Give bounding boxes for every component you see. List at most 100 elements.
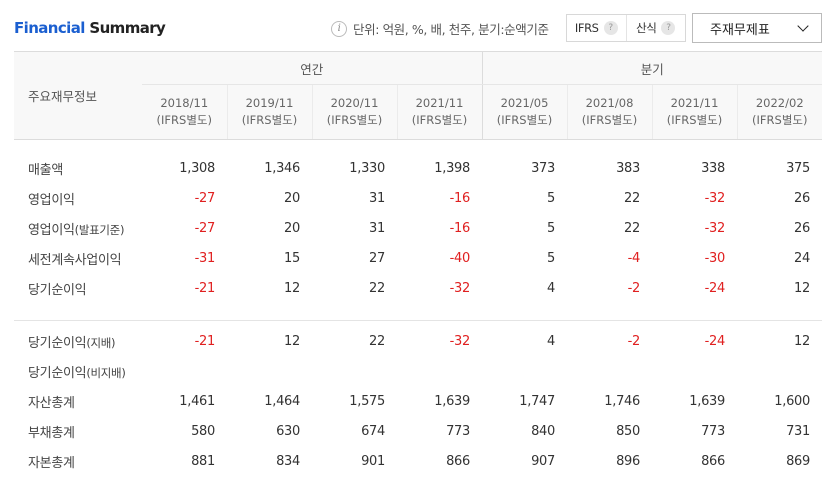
table-row: 당기순이익(지배) -21 12 22 -32 4 -2 -24 12 bbox=[14, 321, 822, 357]
period-date: 2018/11 bbox=[160, 96, 209, 110]
row-label-sub: (비지배) bbox=[86, 366, 126, 380]
period-basis: (IFRS별도) bbox=[496, 113, 553, 127]
row-label: 영업이익(발표기준) bbox=[14, 214, 142, 244]
value-cell: 27 bbox=[369, 251, 385, 266]
period-basis: (IFRS별도) bbox=[411, 113, 468, 127]
value-cell: 12 bbox=[794, 281, 810, 296]
table-row: 자본총계 881 834 901 866 907 896 866 869 bbox=[14, 447, 822, 477]
period-date: 2021/11 bbox=[415, 96, 464, 110]
period-basis: (IFRS별도) bbox=[581, 113, 638, 127]
period-header: 2021/11 (IFRS별도) bbox=[651, 84, 737, 140]
value-cell bbox=[142, 357, 227, 387]
value-cell: 866 bbox=[446, 454, 470, 469]
value-cell: 1,398 bbox=[434, 161, 470, 176]
period-header: 2021/05 (IFRS별도) bbox=[481, 84, 567, 140]
value-cell: -2 bbox=[627, 281, 641, 296]
chevron-down-icon bbox=[797, 20, 809, 32]
value-cell: 840 bbox=[531, 424, 555, 439]
value-cell bbox=[652, 357, 737, 387]
value-cell: 338 bbox=[701, 161, 725, 176]
value-cell: -27 bbox=[194, 221, 216, 236]
ifrs-label: IFRS bbox=[574, 21, 599, 35]
period-basis: (IFRS별도) bbox=[752, 113, 808, 127]
value-cell: -24 bbox=[704, 334, 726, 350]
value-cell: 1,747 bbox=[519, 394, 555, 409]
value-cell: -32 bbox=[704, 191, 726, 206]
value-cell: -4 bbox=[627, 251, 641, 266]
row-label-main: 영업이익 bbox=[28, 193, 75, 208]
value-cell: 630 bbox=[276, 424, 300, 439]
value-cell: 1,575 bbox=[349, 394, 385, 409]
title-summary: Summary bbox=[89, 19, 166, 37]
value-cell: -40 bbox=[449, 251, 471, 266]
value-cell: 12 bbox=[284, 334, 300, 350]
value-cell: 5 bbox=[547, 191, 555, 206]
row-label-main: 부채총계 bbox=[28, 426, 75, 441]
value-cell: -27 bbox=[194, 191, 216, 206]
value-cell: 580 bbox=[191, 424, 215, 439]
value-cell: 1,330 bbox=[349, 161, 385, 176]
value-cell: 22 bbox=[369, 281, 385, 296]
table-row: 당기순이익 -21 12 22 -32 4 -2 -24 12 bbox=[14, 274, 822, 304]
period-header: 2021/11 (IFRS별도) bbox=[396, 84, 483, 140]
table-row: 영업이익 -27 20 31 -16 5 22 -32 26 bbox=[14, 184, 822, 214]
ifrs-help-icon[interactable]: ? bbox=[603, 21, 618, 35]
view-toggle: IFRS ? 산식 ? bbox=[566, 14, 686, 42]
value-cell: 1,746 bbox=[604, 394, 640, 409]
table-row: 당기순이익(비지배) bbox=[14, 357, 822, 387]
unit-text: 단위: 억원, %, 배, 천주, 분기:순액기준 bbox=[353, 22, 549, 37]
row-label-main: 자본총계 bbox=[28, 456, 75, 471]
value-cell: 4 bbox=[547, 334, 555, 350]
formula-option[interactable]: 산식 ? bbox=[625, 15, 686, 41]
row-label-main: 세전계속사업이익 bbox=[28, 253, 122, 268]
row-label: 당기순이익 bbox=[14, 274, 142, 304]
value-cell: 869 bbox=[786, 454, 810, 469]
value-cell: 4 bbox=[547, 281, 555, 296]
value-cell: 850 bbox=[616, 424, 640, 439]
annual-group-header: 연간 bbox=[142, 51, 483, 85]
value-cell: 773 bbox=[446, 424, 470, 439]
row-label-sub: (지배) bbox=[86, 336, 116, 351]
value-cell: -31 bbox=[194, 251, 216, 266]
period-date: 2021/05 bbox=[500, 96, 549, 110]
row-label: 매출액 bbox=[14, 154, 142, 184]
row-label-main: 당기순이익 bbox=[28, 283, 87, 298]
row-label-header: 주요재무정보 bbox=[14, 51, 142, 140]
info-icon[interactable]: i bbox=[331, 20, 347, 37]
value-cell bbox=[737, 357, 822, 387]
value-cell: 1,346 bbox=[264, 161, 300, 176]
financial-summary-table: 주요재무정보 연간 분기 2018/11 (IFRS별도) 2019/11 (IFRS… bbox=[14, 51, 822, 477]
value-cell: -2 bbox=[627, 334, 641, 350]
ifrs-option[interactable]: IFRS ? bbox=[567, 15, 626, 41]
value-cell: -21 bbox=[194, 281, 216, 296]
period-header: 2020/11 (IFRS별도) bbox=[311, 84, 397, 140]
value-cell: 12 bbox=[284, 281, 300, 296]
value-cell: 26 bbox=[794, 191, 810, 206]
row-label-main: 당기순이익 bbox=[28, 366, 87, 381]
row-label: 자산총계 bbox=[14, 387, 142, 417]
period-header-row: 2018/11 (IFRS별도) 2019/11 (IFRS별도) 2020/11 (IF… bbox=[14, 84, 822, 140]
row-label-main: 영업이익 bbox=[28, 223, 75, 238]
table-row: 매출액 1,308 1,346 1,330 1,398 373 383 338 375 bbox=[14, 154, 822, 184]
value-cell bbox=[312, 357, 397, 387]
value-cell: 383 bbox=[616, 161, 640, 176]
table-row: 부채총계 580 630 674 773 840 850 773 731 bbox=[14, 417, 822, 447]
value-cell bbox=[482, 357, 567, 387]
value-cell: 1,639 bbox=[689, 394, 725, 409]
value-cell: 26 bbox=[794, 221, 810, 236]
formula-help-icon[interactable]: ? bbox=[661, 21, 676, 35]
value-cell: 375 bbox=[786, 161, 810, 176]
statement-select[interactable]: 주재무제표 bbox=[692, 13, 822, 43]
period-date: 2019/11 bbox=[245, 96, 294, 110]
value-cell: 20 bbox=[284, 221, 300, 236]
value-cell: 12 bbox=[794, 334, 810, 350]
value-cell: -32 bbox=[449, 281, 471, 296]
row-label-main: 매출액 bbox=[28, 163, 63, 178]
period-basis: (IFRS별도) bbox=[666, 113, 723, 127]
row-label: 부채총계 bbox=[14, 417, 142, 447]
period-date: 2021/08 bbox=[585, 96, 634, 110]
value-cell: -24 bbox=[704, 281, 726, 296]
row-label-main: 당기순이익 bbox=[28, 336, 87, 352]
table-row: 영업이익(발표기준) -27 20 31 -16 5 22 -32 26 bbox=[14, 214, 822, 244]
title-financial: Financial bbox=[14, 19, 85, 37]
